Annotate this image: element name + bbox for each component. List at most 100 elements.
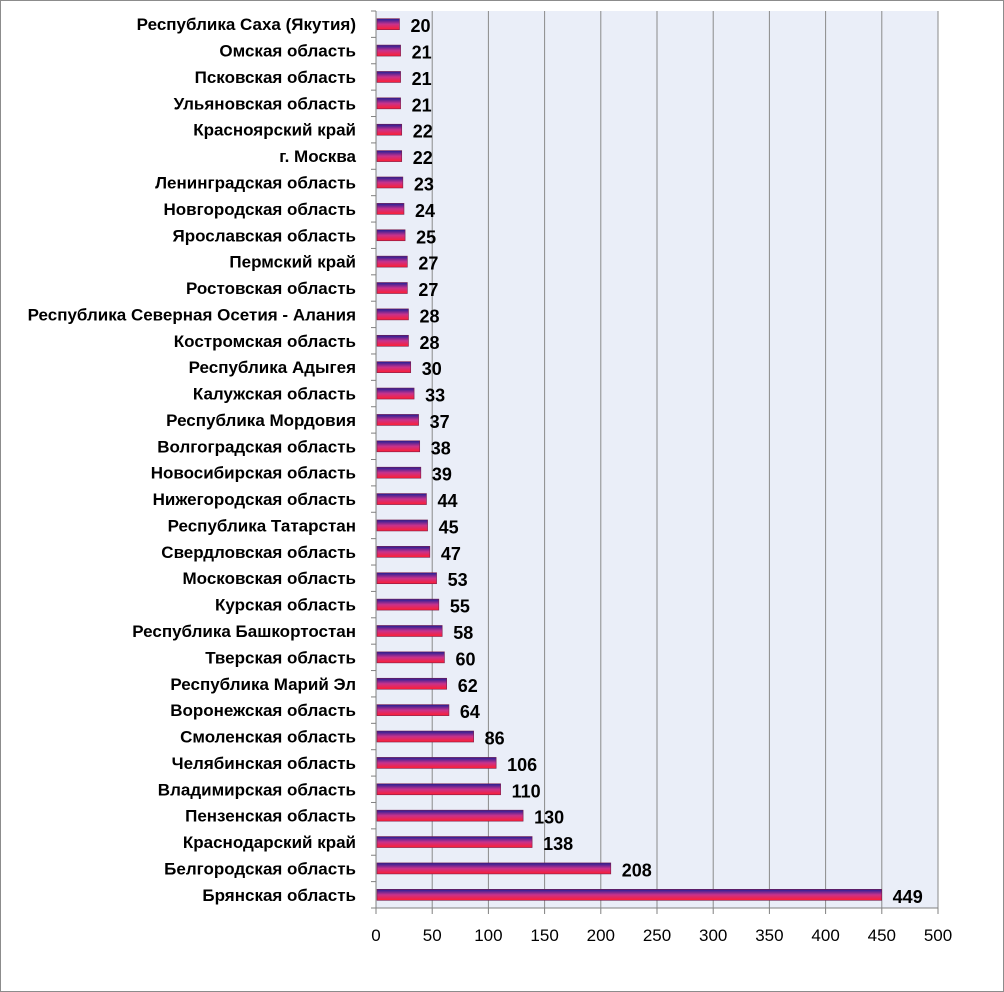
value-label: 44 <box>437 491 457 511</box>
x-tick-label: 200 <box>587 926 615 945</box>
category-label: Пензенская область <box>185 807 356 826</box>
category-label: Воронежская область <box>170 701 356 720</box>
bar <box>376 71 401 83</box>
category-label: Новосибирская область <box>151 464 356 483</box>
category-label: Ростовская область <box>186 279 356 298</box>
bar <box>376 519 428 532</box>
value-label: 37 <box>430 412 450 432</box>
value-label: 28 <box>419 333 439 353</box>
bar <box>376 203 405 215</box>
bar <box>376 229 406 242</box>
bar <box>376 757 497 769</box>
value-label: 106 <box>507 755 537 775</box>
bar <box>376 387 415 400</box>
bar <box>376 677 447 690</box>
bar <box>376 651 445 664</box>
value-label: 208 <box>622 860 652 880</box>
x-tick-label: 500 <box>924 926 952 945</box>
value-label: 130 <box>534 808 564 828</box>
bar <box>376 704 450 716</box>
value-label: 22 <box>413 122 433 142</box>
category-label: Калужская область <box>193 385 356 404</box>
bar <box>376 598 440 611</box>
x-tick-label: 100 <box>474 926 502 945</box>
labels: 0 50 100 150 200 250 300 350 400 450 500 Республика… <box>28 15 953 945</box>
grid-lines <box>431 11 939 908</box>
value-label: 138 <box>543 834 573 854</box>
category-label: Костромская область <box>174 332 356 351</box>
bar <box>376 440 421 453</box>
value-label: 24 <box>415 201 435 221</box>
category-label: Тверская область <box>205 648 356 667</box>
bar <box>376 809 524 822</box>
value-label: 21 <box>412 95 432 115</box>
x-tick-label: 50 <box>423 926 442 945</box>
bar <box>376 730 474 743</box>
bar <box>376 783 501 796</box>
bar <box>376 572 437 585</box>
x-tick-label: 300 <box>699 926 727 945</box>
value-label: 27 <box>418 254 438 274</box>
value-label: 38 <box>431 438 451 458</box>
value-label: 23 <box>414 174 434 194</box>
category-label: Ярославская область <box>172 226 356 245</box>
category-label: Псковская область <box>195 68 356 87</box>
bar <box>376 361 412 373</box>
value-label: 27 <box>418 280 438 300</box>
value-label: 62 <box>458 676 478 696</box>
bar <box>376 889 882 901</box>
category-label: Челябинская область <box>172 754 356 773</box>
bar <box>376 546 431 558</box>
category-label: Волгоградская область <box>157 437 356 456</box>
value-label: 28 <box>419 306 439 326</box>
value-label: 30 <box>422 359 442 379</box>
bar <box>376 150 403 162</box>
category-label: Курская область <box>215 596 356 615</box>
bar <box>376 97 401 110</box>
bar <box>376 862 612 875</box>
value-label: 110 <box>512 781 541 801</box>
category-label: Белгородская область <box>164 859 356 878</box>
category-label: Московская область <box>183 569 356 588</box>
bar <box>376 255 408 268</box>
category-label: Республика Марий Эл <box>170 675 356 694</box>
bar <box>376 625 443 637</box>
value-label: 22 <box>413 148 433 168</box>
bar <box>376 836 533 848</box>
x-tick-label: 400 <box>811 926 839 945</box>
value-label: 20 <box>410 16 430 36</box>
category-label: Республика Саха (Якутия) <box>137 15 356 34</box>
x-tick-label: 450 <box>868 926 896 945</box>
category-label: Республика Татарстан <box>168 516 356 535</box>
category-label: г. Москва <box>279 147 356 166</box>
category-label: Ленинградская область <box>155 173 356 192</box>
x-tick-label: 250 <box>643 926 671 945</box>
category-label: Республика Мордовия <box>166 411 356 430</box>
category-label: Краснодарский край <box>183 833 356 852</box>
value-label: 64 <box>460 702 480 722</box>
category-label: Ульяновская область <box>174 94 356 113</box>
bar <box>376 466 422 479</box>
bars <box>376 18 882 901</box>
bar <box>376 123 403 136</box>
category-label: Республика Северная Осетия - Алания <box>28 305 356 324</box>
category-label: Свердловская область <box>161 543 356 562</box>
bar <box>376 282 408 294</box>
value-label: 53 <box>448 570 468 590</box>
category-label: Новгородская область <box>164 200 356 219</box>
category-label: Брянская область <box>202 886 356 905</box>
bar <box>376 493 427 505</box>
value-label: 60 <box>455 649 475 669</box>
value-label: 21 <box>412 69 432 89</box>
value-label: 33 <box>425 386 445 406</box>
bar <box>376 414 419 426</box>
bar <box>376 308 409 321</box>
x-tick-label: 350 <box>755 926 783 945</box>
value-label: 39 <box>432 465 452 485</box>
bar <box>376 44 401 57</box>
category-label: Красноярский край <box>193 121 356 140</box>
category-label: Владимирская область <box>158 780 356 799</box>
bar <box>376 334 409 347</box>
